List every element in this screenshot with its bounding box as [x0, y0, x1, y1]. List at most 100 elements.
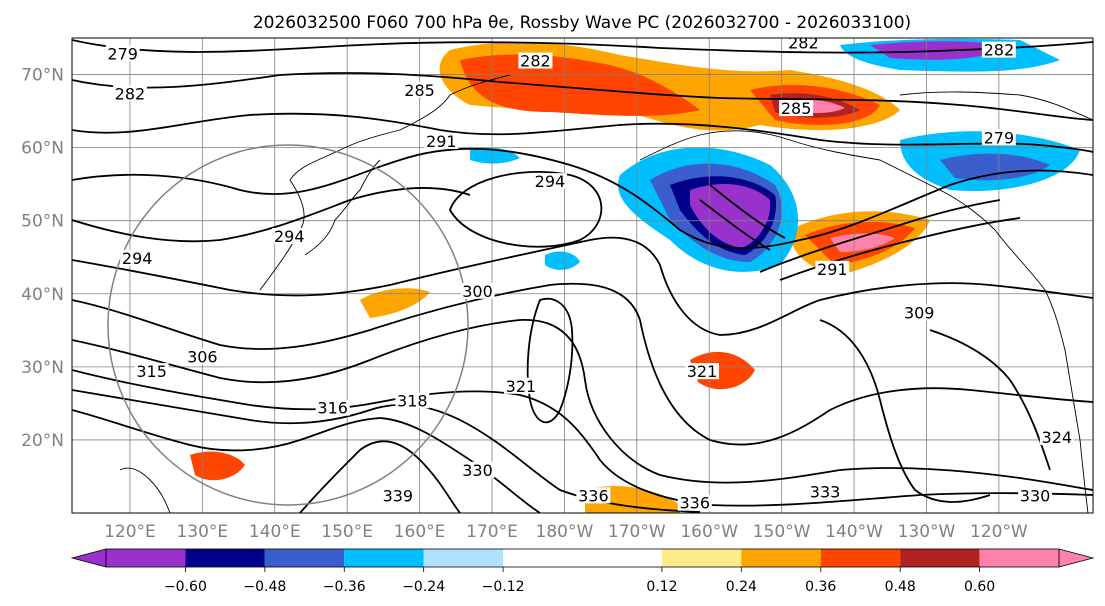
contour-label-14: 309 — [902, 304, 937, 323]
contour-label-text: 279 — [107, 44, 138, 63]
coast-islands-west — [119, 467, 171, 513]
contour-label-text: 330 — [1020, 486, 1051, 505]
contour-label-text: 316 — [317, 399, 348, 418]
lon-tick-label-1: 130°E — [176, 522, 228, 542]
contour-label-11: 294 — [120, 249, 155, 268]
contour-label-bg — [808, 483, 843, 500]
contour-label-bg — [815, 260, 850, 277]
contour-line — [759, 199, 1001, 273]
contour-label-10: 294 — [272, 227, 307, 246]
coast-japan — [304, 159, 381, 256]
colorbar-frame — [105, 548, 1060, 568]
contour-line — [709, 184, 786, 239]
contour-label-1: 282 — [112, 84, 147, 103]
colorbar-tick-label-4: −0.12 — [482, 579, 525, 595]
map-frame — [71, 37, 1094, 514]
anomaly-cold-pacific-core — [690, 184, 771, 248]
contour-label-9: 294 — [532, 172, 567, 191]
contour-line — [72, 282, 1093, 446]
contour-label-27: 324 — [1039, 428, 1074, 447]
contour-line — [72, 369, 1093, 507]
contour-label-bg — [402, 81, 437, 98]
lon-tick-label-2: 140°E — [249, 522, 301, 542]
colorbar-tick-label-8: 0.48 — [885, 579, 916, 595]
lat-tick-label-1: 60°N — [21, 139, 64, 159]
colorbar-segment-7 — [741, 549, 821, 567]
lon-tick-label-4: 160°E — [394, 522, 446, 542]
colorbar-segment-9 — [900, 549, 980, 567]
lat-tick-label-3: 40°N — [21, 285, 64, 305]
contour-label-15: 306 — [185, 348, 220, 367]
colorbar-extend-over — [1058, 548, 1095, 568]
anomaly-warm-central-max — [830, 233, 895, 252]
contour-line — [72, 319, 1093, 491]
contour-label-3: 285 — [402, 81, 437, 100]
colorbar-tick-label-7: 0.36 — [805, 579, 836, 595]
contour-line — [819, 319, 991, 503]
anomaly-warm-west — [190, 451, 245, 481]
contour-label-bg — [779, 100, 814, 117]
contour-label-7: 279 — [981, 128, 1016, 147]
colorbar-segment-10 — [979, 549, 1059, 567]
coast-north-america — [939, 189, 1089, 513]
anomaly-cold-alaska-core — [940, 153, 1050, 181]
colorbar-tick-label-0: −0.60 — [164, 579, 207, 595]
contour-label-text: 336 — [679, 494, 710, 513]
colorbar-segment-5 — [503, 549, 662, 567]
colorbar-tick-label-6: 0.24 — [726, 579, 757, 595]
contour-line — [699, 199, 771, 251]
contour-label-text: 285 — [404, 81, 435, 100]
contour-label-text: 300 — [462, 282, 493, 301]
map-panel: 279 282 282 285 282 285 282 279 291 294 294 294 291 3… — [71, 37, 1094, 514]
contour-label-25: 333 — [808, 483, 843, 502]
contour-label-24: 336 — [677, 494, 712, 513]
contour-label-bg — [395, 392, 430, 409]
lon-tick-label-5: 170°E — [466, 522, 518, 542]
contour-line — [299, 440, 461, 513]
colorbar-segment-2 — [264, 549, 345, 567]
lon-tick-label-0: 120°E — [104, 522, 156, 542]
contour-label-bg — [272, 227, 307, 244]
colorbar-tick-label-3: −0.24 — [402, 579, 445, 595]
contour-ellipse — [449, 171, 603, 248]
contour-label-bg — [315, 399, 350, 416]
lon-tick-label-11: 130°W — [898, 522, 956, 542]
contour-label-bg — [185, 348, 220, 365]
contour-line — [526, 297, 574, 424]
contour-label-text: 321 — [687, 362, 718, 381]
contour-label-20: 321 — [684, 362, 719, 381]
contour-label-4: 282 — [786, 38, 821, 52]
colorbar-segment-0 — [106, 549, 186, 567]
contour-label-text: 285 — [781, 99, 812, 118]
figure-title: 2026032500 F060 700 hPa θe, Rossby Wave … — [253, 13, 911, 33]
contour-label-bg — [424, 132, 459, 149]
region-outline-circle — [107, 144, 469, 506]
colorbar: −0.60 −0.48 −0.36 −0.24 −0.12 0.12 0.24 0.36 0.4… — [70, 548, 1095, 595]
colorbar-segment-3 — [344, 549, 424, 567]
contour-label-text: 315 — [136, 362, 167, 381]
contour-label-text: 309 — [904, 304, 935, 323]
contour-label-text: 330 — [462, 461, 493, 480]
contour-label-bg — [981, 41, 1016, 58]
contour-line — [72, 236, 1093, 336]
contour-label-text: 291 — [426, 132, 457, 151]
lon-tick-label-6: 180°W — [536, 522, 594, 542]
contour-label-bg — [503, 377, 538, 394]
contour-label-bg — [786, 38, 821, 51]
longitude-axis: 120°E 130°E 140°E 150°E 160°E 170°E 180°W 170°W… — [104, 522, 1028, 542]
anomaly-warm-jet — [360, 288, 430, 318]
contour-label-bg — [105, 45, 140, 62]
contour-line — [72, 39, 1093, 54]
contour-label-bg — [677, 494, 712, 511]
contour-label-text: 294 — [274, 227, 305, 246]
lon-tick-label-8: 160°W — [680, 522, 738, 542]
lon-tick-label-10: 140°W — [825, 522, 883, 542]
contour-label-bg — [1039, 428, 1074, 445]
contour-label-16: 315 — [134, 362, 169, 381]
contour-label-text: 279 — [984, 128, 1015, 147]
contour-label-text: 294 — [122, 249, 153, 268]
colorbar-segment-8 — [820, 549, 901, 567]
colorbar-tick-label-2: −0.36 — [323, 579, 366, 595]
lat-tick-label-0: 70°N — [21, 66, 64, 86]
contour-label-26: 330 — [1018, 486, 1053, 505]
